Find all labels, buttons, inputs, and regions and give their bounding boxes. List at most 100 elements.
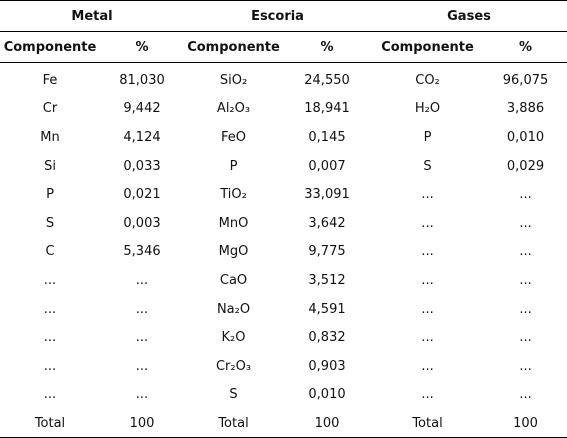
table-row: Cr 9,442 Al₂O₃ 18,941 H₂O 3,886 (0, 95, 567, 124)
table-row: P 0,021 TiO₂ 33,091...... (0, 180, 567, 209)
group-header-metal: Metal (0, 0, 185, 32)
table-row: Mn 4,124 FeO 0,145 P 0,010 (0, 123, 567, 152)
column-header-component: Componente (0, 31, 100, 63)
gases-percent-cell: 0,029 (506, 158, 545, 174)
metal-percent-cell: 9,442 (123, 101, 161, 117)
table-row: ...... Cr₂O₃ 0,903...... (0, 352, 567, 381)
escoria-component-cell: Na₂O (216, 301, 251, 317)
metal-component-cell: ... (43, 358, 57, 374)
gases-percent-cell: ... (519, 330, 532, 346)
escoria-component-cell: SiO₂ (219, 72, 248, 88)
table-body: Fe 81,030 SiO₂ 24,550 CO₂ 96,075 Cr 9,442 Al₂O₃ 1… (0, 63, 567, 438)
gases-component-cell: ... (421, 244, 434, 260)
gases-percent-cell: ... (519, 272, 532, 288)
gases-component-cell: ... (421, 330, 434, 346)
table-row: ...... S 0,010...... (0, 381, 567, 410)
gases-component-cell: P (423, 129, 432, 145)
escoria-component-cell: MgO (218, 244, 249, 260)
metal-component-cell: ... (43, 330, 57, 346)
escoria-percent-cell: 4,591 (308, 301, 346, 317)
escoria-total-label: Total (184, 409, 284, 438)
gases-percent-cell: 3,886 (506, 101, 545, 117)
metal-component-cell: Mn (40, 129, 60, 145)
table-row: ...... K₂O 0,832...... (0, 323, 567, 352)
metal-percent-cell: ... (135, 272, 149, 288)
column-header-row: Componente % Componente % Componente % (0, 31, 567, 63)
gases-component-cell: H₂O (414, 101, 441, 117)
metal-component-cell: S (45, 215, 55, 231)
gases-component-cell: ... (421, 215, 434, 231)
metal-component-cell: C (45, 244, 55, 260)
metal-percent-cell: ... (135, 358, 149, 374)
gases-percent-cell: ... (519, 358, 532, 374)
metal-percent-cell: ... (135, 387, 149, 403)
escoria-percent-cell: 3,512 (308, 272, 346, 288)
column-header-percent: % (100, 31, 185, 63)
gases-component-cell: CO₂ (415, 72, 440, 88)
metal-total-value: 100 (100, 409, 185, 438)
table-row: ...... Na₂O 4,591...... (0, 295, 567, 324)
escoria-percent-cell: 18,941 (304, 101, 350, 117)
escoria-percent-cell: 3,642 (308, 215, 346, 231)
gases-percent-cell: 0,010 (506, 129, 545, 145)
escoria-percent-cell: 0,007 (308, 158, 346, 174)
metal-component-cell: Fe (42, 72, 58, 88)
total-row: Total 100 Total 100 Total 100 (0, 409, 567, 438)
gases-component-cell: ... (421, 272, 434, 288)
escoria-component-cell: FeO (221, 129, 247, 145)
escoria-component-cell: CaO (219, 272, 248, 288)
gases-percent-cell: ... (519, 187, 532, 203)
escoria-percent-cell: 0,903 (308, 358, 346, 374)
column-header-percent: % (283, 31, 372, 63)
metal-percent-cell: 0,033 (123, 158, 161, 174)
gases-component-cell: ... (421, 301, 434, 317)
gases-percent-cell: ... (519, 301, 532, 317)
escoria-component-cell: MnO (218, 215, 249, 231)
metal-component-cell: ... (43, 301, 57, 317)
metal-component-cell: ... (43, 272, 57, 288)
escoria-component-cell: Al₂O₃ (216, 101, 251, 117)
metal-percent-cell: ... (135, 301, 149, 317)
metal-component-cell: P (46, 187, 54, 203)
gases-percent-cell: ... (519, 387, 532, 403)
column-header-component: Componente (371, 31, 485, 63)
metal-component-cell: Cr (42, 101, 58, 117)
escoria-percent-cell: 24,550 (304, 72, 350, 88)
metal-total-label: Total (0, 409, 100, 438)
metal-component-cell: ... (43, 387, 57, 403)
gases-component-cell: ... (421, 358, 434, 374)
metal-percent-cell: 81,030 (119, 72, 165, 88)
metal-percent-cell: 0,003 (123, 215, 161, 231)
gases-percent-cell: ... (519, 244, 532, 260)
escoria-component-cell: K₂O (221, 330, 246, 346)
table-row: Fe 81,030 SiO₂ 24,550 CO₂ 96,075 (0, 63, 567, 95)
column-header-component: Componente (184, 31, 284, 63)
escoria-percent-cell: 9,775 (308, 244, 346, 260)
metal-component-cell: Si (44, 158, 56, 174)
escoria-component-cell: P (229, 158, 238, 174)
gases-percent-cell: ... (519, 215, 532, 231)
gases-component-cell: ... (421, 187, 434, 203)
table-row: Si 0,033 P 0,007 S 0,029 (0, 152, 567, 181)
table-row: C 5,346 MgO 9,775...... (0, 238, 567, 267)
group-header-escoria: Escoria (184, 0, 372, 32)
metal-percent-cell: 5,346 (123, 244, 161, 260)
column-header-percent: % (484, 31, 567, 63)
escoria-total-value: 100 (283, 409, 372, 438)
metal-percent-cell: 0,021 (123, 187, 161, 203)
escoria-percent-cell: 0,010 (308, 387, 346, 403)
gases-percent-cell: 96,075 (502, 72, 549, 88)
group-header-gases: Gases (371, 0, 567, 32)
table-row: ...... CaO 3,512...... (0, 266, 567, 295)
metal-percent-cell: 4,124 (123, 129, 161, 145)
metal-percent-cell: ... (135, 330, 149, 346)
gases-total-label: Total (371, 409, 485, 438)
escoria-percent-cell: 0,145 (308, 129, 346, 145)
table-row: S 0,003 MnO 3,642...... (0, 209, 567, 238)
escoria-component-cell: Cr₂O₃ (215, 358, 252, 374)
group-header-row: Metal Escoria Gases (0, 0, 567, 32)
gases-component-cell: ... (421, 387, 434, 403)
escoria-percent-cell: 33,091 (304, 187, 350, 203)
